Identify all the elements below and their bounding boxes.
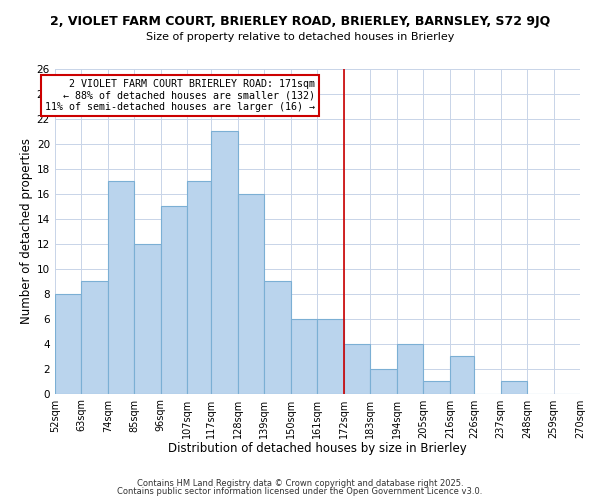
Bar (370, 368, 397, 394)
Bar (82, 281, 108, 394)
Bar (238, 194, 265, 394)
Bar (134, 244, 161, 394)
Bar (317, 318, 344, 394)
Bar (500, 381, 527, 394)
Bar (397, 344, 424, 394)
Bar (265, 281, 291, 394)
Bar (291, 318, 317, 394)
Text: Size of property relative to detached houses in Brierley: Size of property relative to detached ho… (146, 32, 454, 42)
Bar (161, 206, 187, 394)
Bar (344, 344, 370, 394)
Y-axis label: Number of detached properties: Number of detached properties (20, 138, 32, 324)
X-axis label: Distribution of detached houses by size in Brierley: Distribution of detached houses by size … (168, 442, 467, 455)
Bar (424, 381, 450, 394)
Bar (108, 182, 134, 394)
Text: 2, VIOLET FARM COURT, BRIERLEY ROAD, BRIERLEY, BARNSLEY, S72 9JQ: 2, VIOLET FARM COURT, BRIERLEY ROAD, BRI… (50, 15, 550, 28)
Bar (187, 182, 211, 394)
Text: Contains public sector information licensed under the Open Government Licence v3: Contains public sector information licen… (118, 487, 482, 496)
Text: 2 VIOLET FARM COURT BRIERLEY ROAD: 171sqm
← 88% of detached houses are smaller (: 2 VIOLET FARM COURT BRIERLEY ROAD: 171sq… (45, 78, 315, 112)
Bar (55, 294, 82, 394)
Bar (211, 132, 238, 394)
Text: Contains HM Land Registry data © Crown copyright and database right 2025.: Contains HM Land Registry data © Crown c… (137, 478, 463, 488)
Bar (450, 356, 474, 394)
